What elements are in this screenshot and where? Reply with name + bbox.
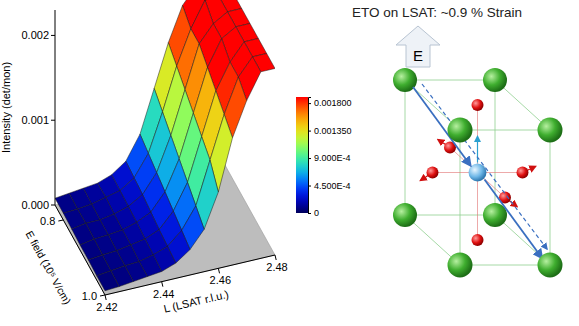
diagonal-arrow-dashed <box>422 84 547 249</box>
axes: 2.42 2.44 2.46 2.48 L (LSAT r.l.u.) 0.8 1.0 E f… <box>0 10 288 315</box>
sr-atom <box>538 118 563 143</box>
colorbar-tick-mark <box>308 186 311 187</box>
colorbar-tick: 0.001800 <box>308 98 352 108</box>
cell-edge <box>405 80 495 81</box>
bond <box>477 173 478 241</box>
x-tick <box>162 282 163 287</box>
x-tick <box>218 268 219 273</box>
z-axis-line <box>55 10 56 205</box>
colorbar-tick: 4.500E-4 <box>308 181 351 191</box>
o-atom <box>427 167 439 179</box>
sr-atom <box>393 203 417 227</box>
y-tick-label: 1.0 <box>82 290 97 302</box>
cell-edge <box>460 130 550 131</box>
o-atom <box>517 167 529 179</box>
cell-edge <box>460 265 550 266</box>
colorbar-tick-label: 4.500E-4 <box>314 181 351 191</box>
z-tick <box>51 205 55 206</box>
y-tick <box>100 295 105 296</box>
cell-edge <box>550 130 551 265</box>
z-tick-label: 0.001 <box>21 114 49 126</box>
colorbar-axis: 0 4.500E-4 9.000E-4 0.001350 0.001800 <box>308 98 352 219</box>
z-tick <box>51 120 55 121</box>
colorbar-tick-label: 9.000E-4 <box>314 153 351 163</box>
y-axis-title: E field (10⁵ V/cm) <box>23 229 73 306</box>
colorbar-tick: 0.001350 <box>308 126 352 136</box>
field-label: E <box>413 47 423 64</box>
colorbar-tick-mark <box>308 103 311 104</box>
bond <box>477 105 478 173</box>
surface-cell <box>97 271 120 291</box>
z-axis-title: Intensity (det/mon) <box>0 62 12 153</box>
sr-atom <box>483 68 507 92</box>
z-tick-label: 0.002 <box>21 29 49 41</box>
surface <box>55 0 275 291</box>
crystal-diagram: E <box>393 26 563 278</box>
colorbar-tick-mark <box>308 131 311 132</box>
x-axis-title: L (LSAT r.l.u.) <box>162 288 229 315</box>
x-tick-label: 2.44 <box>153 288 174 300</box>
x-tick-label: 2.48 <box>266 261 287 273</box>
ti-atom <box>469 164 487 182</box>
colorbar-tick-label: 0.001350 <box>314 126 352 136</box>
z-tick-label: 0.000 <box>21 199 49 211</box>
title: ETO on LSAT: ~0.9 % Strain <box>352 5 522 20</box>
x-tick-label: 2.42 <box>96 301 117 313</box>
x-axis-line <box>105 255 275 295</box>
sr-atom <box>448 118 473 143</box>
cell-edge <box>405 80 406 215</box>
colorbar-tick-mark <box>308 158 311 159</box>
colorbar <box>296 97 308 213</box>
diagonal-arrow <box>485 180 543 259</box>
figure: 2.42 2.44 2.46 2.48 L (LSAT r.l.u.) 0.8 1.0 E f… <box>0 0 579 326</box>
colorbar-tick: 0 <box>308 208 319 218</box>
colorbar-tick-mark <box>308 213 311 214</box>
colorbar-tick-label: 0 <box>314 208 319 218</box>
x-tick-label: 2.46 <box>210 274 231 286</box>
z-tick <box>51 35 55 36</box>
sr-atom <box>538 253 563 278</box>
colorbar-tick-label: 0.001800 <box>314 98 352 108</box>
field-arrow <box>396 26 440 67</box>
colorbar-tick: 9.000E-4 <box>308 153 351 163</box>
y-tick-label: 0.8 <box>40 215 55 227</box>
sr-atom <box>448 253 473 278</box>
o-atom <box>472 99 484 111</box>
cell-edge <box>405 215 495 216</box>
o-atom <box>472 234 484 246</box>
x-tick <box>105 295 106 300</box>
y-tick <box>58 220 63 221</box>
x-tick <box>275 255 276 260</box>
colorbar-axis-line <box>309 98 312 214</box>
